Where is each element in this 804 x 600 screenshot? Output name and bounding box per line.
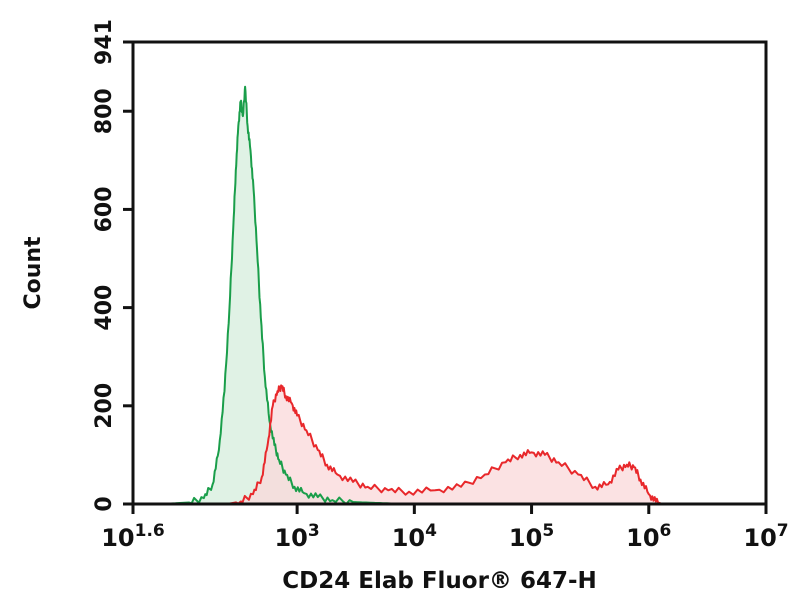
- x-axis-title: CD24 Elab Fluor® 647-H: [282, 568, 597, 594]
- y-tick-label: 800: [92, 88, 117, 134]
- series-area-2: [226, 385, 663, 504]
- y-tick-label: 200: [92, 383, 117, 429]
- y-tick-label: 400: [92, 285, 117, 331]
- x-tick-label: 105: [509, 521, 554, 552]
- y-tick-label: 0: [92, 496, 117, 511]
- x-tick-label: 107: [743, 521, 788, 552]
- x-axis-ticks: 101.6 103 104 105 106 107: [101, 504, 789, 552]
- x-tick-label: 101.6: [101, 521, 165, 552]
- series-line-1: [161, 85, 404, 505]
- series-fills: [161, 86, 663, 504]
- series-lines: [161, 85, 663, 505]
- x-tick-label: 103: [274, 521, 319, 552]
- x-tick-label: 106: [626, 521, 671, 552]
- plot-frame: [131, 40, 768, 506]
- y-tick-label: 600: [92, 186, 117, 232]
- series-line-2: [226, 384, 663, 505]
- x-tick-label: 104: [392, 521, 437, 552]
- y-axis-title: Count: [21, 236, 46, 310]
- y-axis-ticks: 0 200 400 600 800 941: [92, 19, 133, 512]
- y-tick-label: 941: [92, 19, 117, 65]
